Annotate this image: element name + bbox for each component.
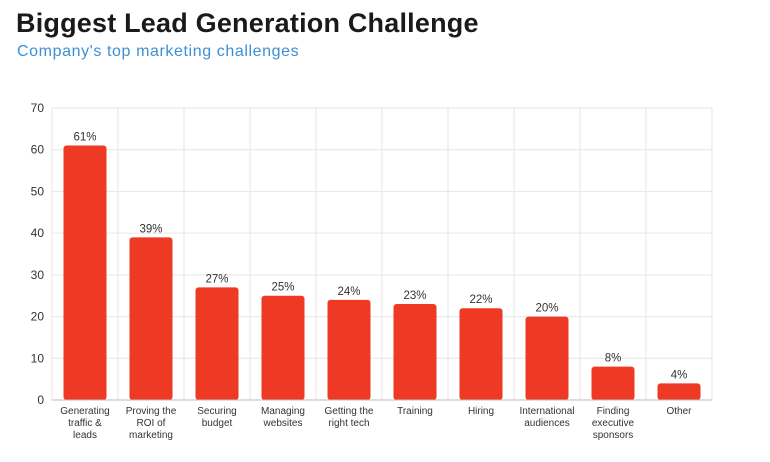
bar — [393, 304, 437, 400]
y-tick-label: 50 — [31, 184, 45, 198]
x-category-label: Finding executive sponsors — [592, 406, 635, 441]
x-category-label-line: audiences — [524, 418, 570, 429]
data-label: 24% — [337, 286, 360, 298]
x-category-label-line: websites — [263, 418, 303, 429]
x-category-label-line: ROI of — [137, 418, 166, 429]
x-category-label-line: Finding — [597, 406, 630, 417]
y-tick-label: 20 — [31, 310, 45, 324]
x-category-label-line: Hiring — [468, 406, 494, 417]
bar — [129, 237, 173, 400]
data-label: 23% — [403, 290, 426, 302]
bar — [657, 383, 701, 400]
bar — [63, 145, 107, 400]
chart-subtitle: Company's top marketing challenges — [17, 43, 300, 60]
x-category-label: International audiences — [519, 406, 574, 429]
y-tick-label: 30 — [31, 268, 45, 282]
x-category-label-line: Getting the — [325, 406, 374, 417]
bar — [195, 287, 239, 400]
bar — [591, 366, 635, 400]
y-tick-label: 60 — [31, 143, 45, 157]
x-category-label-line: sponsors — [593, 430, 634, 441]
bar — [327, 299, 371, 400]
x-category-label-line: Proving the — [126, 406, 177, 417]
y-tick-label: 0 — [37, 393, 44, 407]
data-label: 20% — [535, 303, 558, 315]
x-category-label-line: Other — [666, 406, 692, 417]
data-label: 61% — [73, 132, 96, 144]
x-category-label: Managing websites — [261, 406, 305, 429]
x-category-label-line: Training — [397, 406, 433, 417]
data-label: 39% — [139, 223, 162, 235]
x-category-label-line: marketing — [129, 430, 173, 441]
x-category-label-line: executive — [592, 418, 635, 429]
y-tick-label: 70 — [31, 101, 45, 115]
x-category-label: Training — [397, 406, 433, 417]
x-category-label-line: leads — [73, 430, 97, 441]
bar — [525, 316, 569, 400]
x-category-label-line: Managing — [261, 406, 305, 417]
x-category-label: Generating traffic & leads — [60, 406, 109, 441]
data-label: 4% — [671, 369, 688, 381]
data-label: 8% — [605, 353, 622, 365]
x-category-label: Proving the ROI of marketing — [126, 406, 177, 441]
x-category-label-line: Generating — [60, 406, 109, 417]
y-tick-label: 40 — [31, 226, 45, 240]
x-category-label: Hiring — [468, 406, 494, 417]
data-label: 27% — [205, 273, 228, 285]
y-tick-label: 10 — [31, 351, 45, 365]
bar — [459, 308, 503, 400]
x-category-label-line: traffic & — [68, 418, 102, 429]
x-category-label-line: right tech — [328, 418, 369, 429]
data-label: 22% — [469, 294, 492, 306]
bar — [261, 295, 305, 400]
chart-title: Biggest Lead Generation Challenge — [16, 8, 479, 38]
data-label: 25% — [271, 282, 294, 294]
x-category-label: Getting the right tech — [325, 406, 374, 429]
x-category-label-line: budget — [202, 418, 233, 429]
x-category-label-line: Securing — [197, 406, 236, 417]
x-category-label-line: International — [519, 406, 574, 417]
x-category-label: Other — [666, 406, 692, 417]
x-category-label: Securing budget — [197, 406, 236, 429]
